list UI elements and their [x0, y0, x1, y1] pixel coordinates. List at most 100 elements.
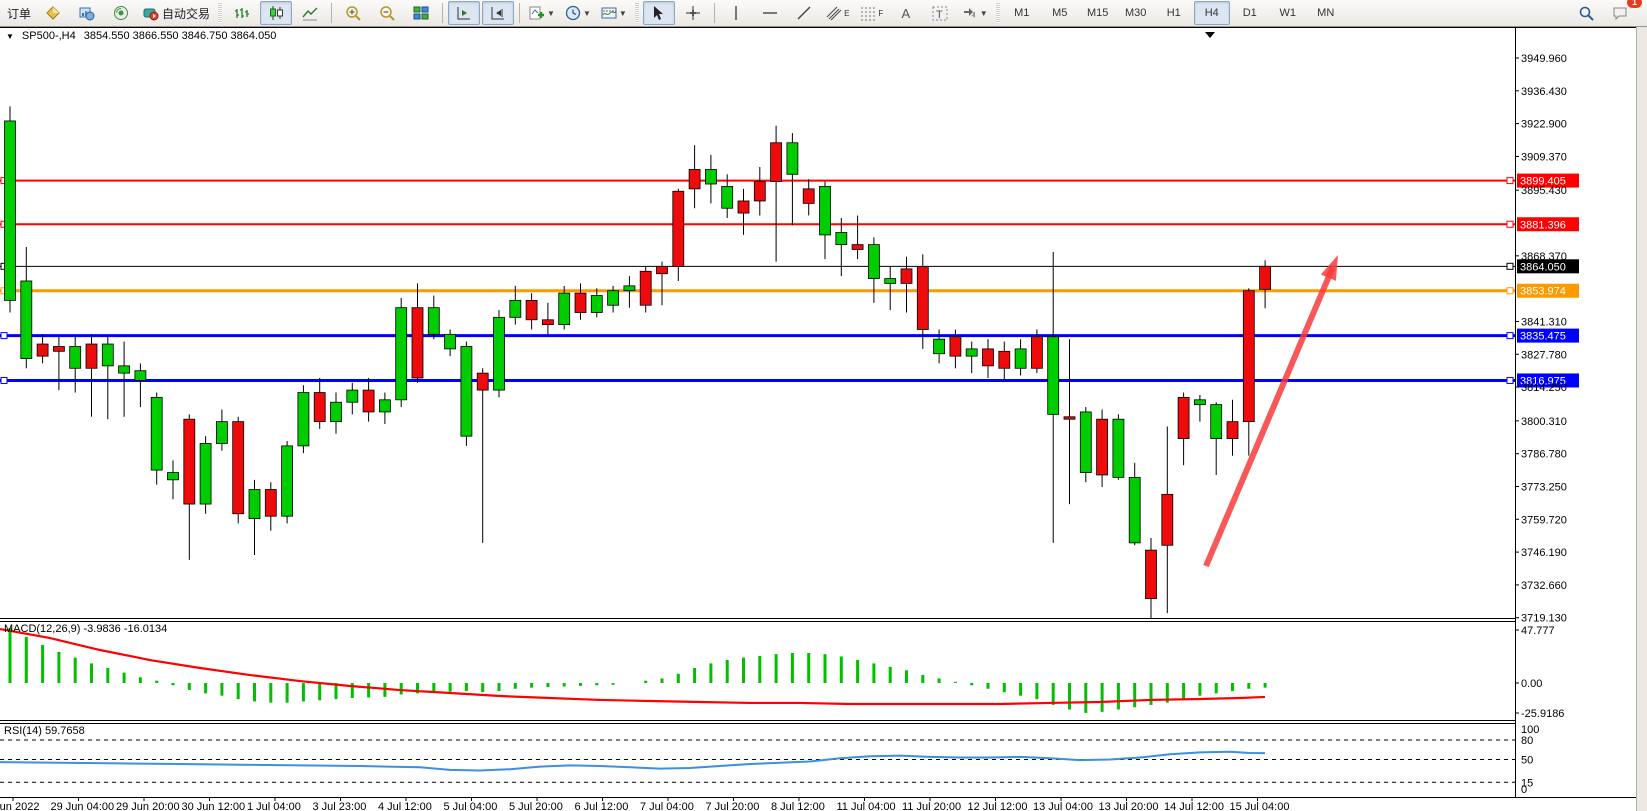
notification-badge: 1	[1627, 0, 1642, 8]
zoom-out-icon[interactable]	[371, 1, 403, 25]
svg-text:3800.310: 3800.310	[1521, 416, 1567, 428]
svg-text:0.00: 0.00	[1521, 678, 1542, 690]
chevron-down-icon: ▼	[582, 8, 591, 18]
svg-text:13 Jul 20:00: 13 Jul 20:00	[1099, 801, 1159, 811]
svg-text:T: T	[936, 9, 943, 21]
svg-text:8 Jul 12:00: 8 Jul 12:00	[771, 801, 825, 811]
horizontal-line-tool[interactable]	[754, 1, 786, 25]
tf-h4-button[interactable]: H4	[1193, 1, 1230, 25]
svg-text:15 Jul 04:00: 15 Jul 04:00	[1230, 801, 1290, 811]
svg-text:4 Jul 12:00: 4 Jul 12:00	[378, 801, 432, 811]
svg-text:3936.430: 3936.430	[1521, 86, 1567, 98]
tf-m1-button[interactable]: M1	[1014, 7, 1030, 19]
add-indicator-button[interactable]: ▼	[525, 1, 559, 25]
svg-text:3827.780: 3827.780	[1521, 349, 1567, 361]
svg-text:29 Jun 04:00: 29 Jun 04:00	[51, 801, 115, 811]
svg-text:3899.405: 3899.405	[1520, 176, 1566, 188]
svg-text:50: 50	[1521, 755, 1533, 767]
orders-button[interactable]: 订单	[7, 6, 32, 21]
svg-text:47.777: 47.777	[1521, 625, 1555, 637]
svg-text:3816.975: 3816.975	[1520, 375, 1566, 387]
svg-text:3773.250: 3773.250	[1521, 481, 1567, 493]
tf-h1-button[interactable]: H1	[1166, 7, 1181, 19]
ohlc-quote-label: 3854.550 3866.550 3846.750 3864.050	[83, 30, 277, 42]
trendline-tool[interactable]	[788, 1, 820, 25]
svg-text:3864.050: 3864.050	[1520, 261, 1566, 273]
svg-text:1 Jul 04:00: 1 Jul 04:00	[247, 801, 301, 811]
macd-label: MACD(12,26,9) -3.9836 -16.0134	[4, 623, 168, 635]
auto-scroll-icon[interactable]	[448, 1, 481, 25]
zoom-in-icon[interactable]	[337, 1, 369, 25]
svg-text:0: 0	[1521, 784, 1527, 796]
window-edge-strip	[1636, 27, 1647, 811]
svg-text:13 Jul 04:00: 13 Jul 04:00	[1033, 801, 1093, 811]
svg-text:11 Jul 20:00: 11 Jul 20:00	[902, 801, 961, 811]
notifications-button[interactable]: 1	[1604, 0, 1642, 25]
template-button[interactable]: ▼	[597, 1, 631, 25]
svg-text:14 Jul 12:00: 14 Jul 12:00	[1164, 801, 1224, 811]
chevron-down-icon: ▼	[547, 8, 555, 18]
chart-window: 3899.405 3881.396 3864.050 3853.974 3835.475…	[0, 27, 1647, 811]
crosshair-tool[interactable]	[677, 1, 709, 25]
chart-canvas[interactable]: 3899.405 3881.396 3864.050 3853.974 3835.475…	[0, 27, 1647, 811]
svg-text:29 Jun 20:00: 29 Jun 20:00	[116, 801, 180, 811]
fibonacci-tool[interactable]: F	[856, 1, 888, 25]
svg-text:3835.475: 3835.475	[1520, 331, 1566, 343]
svg-text:5 Jul 04:00: 5 Jul 04:00	[444, 801, 498, 811]
svg-text:3786.780: 3786.780	[1521, 449, 1567, 461]
svg-text:30 Jun 12:00: 30 Jun 12:00	[182, 801, 246, 811]
bar-chart-type-icon[interactable]	[226, 1, 258, 25]
svg-text:3909.370: 3909.370	[1521, 151, 1567, 163]
text-label-tool[interactable]: T	[924, 1, 956, 25]
svg-text:3746.190: 3746.190	[1521, 547, 1567, 559]
svg-text:3895.430: 3895.430	[1521, 185, 1567, 197]
equidistant-channel-tool[interactable]: E	[822, 1, 854, 25]
chart-shift-icon[interactable]	[482, 1, 515, 25]
svg-text:7 Jul 04:00: 7 Jul 04:00	[640, 801, 694, 811]
rsi-label: RSI(14) 59.7658	[4, 725, 85, 737]
tf-m5-button[interactable]: M5	[1052, 7, 1068, 19]
svg-text:6 Jul 12:00: 6 Jul 12:00	[575, 801, 629, 811]
search-icon[interactable]	[1570, 1, 1602, 25]
new-order-icon[interactable]	[37, 1, 69, 25]
vertical-line-tool[interactable]	[720, 1, 752, 25]
svg-text:11 Jul 04:00: 11 Jul 04:00	[837, 801, 896, 811]
candlestick-type-icon[interactable]	[260, 1, 293, 25]
svg-text:3 Jul 23:00: 3 Jul 23:00	[313, 801, 367, 811]
svg-text:3759.720: 3759.720	[1521, 514, 1567, 526]
svg-text:80: 80	[1521, 735, 1533, 747]
tile-windows-icon[interactable]	[405, 1, 437, 25]
chevron-down-icon: ▼	[979, 8, 988, 18]
svg-text:5 Jul 20:00: 5 Jul 20:00	[509, 801, 563, 811]
tf-m30-button[interactable]: M30	[1125, 7, 1147, 19]
svg-text:3868.370: 3868.370	[1521, 251, 1567, 263]
arrows-tool[interactable]: ▼	[958, 1, 992, 25]
line-chart-type-icon[interactable]	[294, 1, 326, 25]
svg-text:100: 100	[1521, 724, 1539, 736]
symbol-period-label: SP500-,H4	[21, 30, 76, 42]
tf-d1-button[interactable]: D1	[1242, 7, 1257, 19]
tf-m15-button[interactable]: M15	[1087, 7, 1109, 19]
signals-icon[interactable]	[105, 1, 137, 25]
tf-mn-button[interactable]: MN	[1317, 7, 1335, 19]
market-watch-icon[interactable]	[71, 1, 103, 25]
svg-text:3719.130: 3719.130	[1521, 613, 1567, 625]
svg-text:12 Jul 12:00: 12 Jul 12:00	[968, 801, 1028, 811]
svg-text:3922.900: 3922.900	[1521, 119, 1567, 131]
tf-w1-button[interactable]: W1	[1279, 7, 1296, 19]
text-tool[interactable]: A	[901, 5, 911, 21]
period-button[interactable]: ▼	[561, 1, 595, 25]
svg-text:8 Jun 2022: 8 Jun 2022	[0, 801, 39, 811]
svg-text:3841.310: 3841.310	[1521, 316, 1567, 328]
svg-text:3853.974: 3853.974	[1520, 286, 1566, 298]
svg-text:3881.396: 3881.396	[1520, 219, 1566, 231]
cursor-tool[interactable]	[642, 1, 675, 25]
collapse-triangle-icon[interactable]: ▼	[6, 31, 14, 41]
autotrading-button[interactable]: 自动交易	[139, 1, 214, 25]
svg-text:7 Jul 20:00: 7 Jul 20:00	[706, 801, 760, 811]
gold-diamond-icon	[46, 6, 60, 20]
svg-text:15: 15	[1521, 777, 1533, 789]
chart-title: ▼ SP500-,H4 3854.550 3866.550 3846.750 3…	[6, 30, 276, 42]
toolbar: 订单 自动交易	[0, 0, 1647, 27]
